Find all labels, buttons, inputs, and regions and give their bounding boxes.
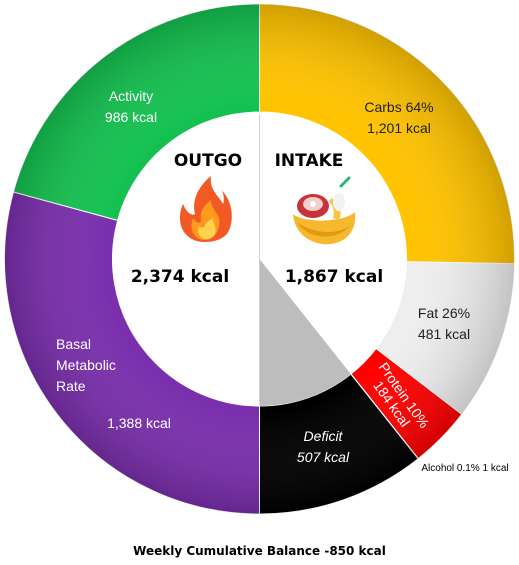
outgo-title: OUTGO: [174, 151, 242, 171]
label-carbs: Carbs 64% 1,201 kcal: [364, 99, 433, 136]
donut-slices: [4, 3, 515, 515]
label-basal-metabolic-rate: Basal Metabolic Rate: [56, 336, 116, 394]
label-deficit: Deficit 507 kcal: [297, 428, 350, 465]
food-icon: [293, 176, 356, 245]
intake-total: 1,867 kcal: [285, 267, 383, 287]
intake-title: INTAKE: [275, 151, 344, 171]
donut-chart: Activity 986 kcal Basal Metabolic Rate 1,388 …: [4, 3, 515, 515]
label-alcohol: Alcohol 0.1% 1 kcal: [421, 463, 508, 474]
label-fat: Fat 26% 481 kcal: [418, 305, 470, 342]
outgo-total: 2,374 kcal: [131, 267, 229, 287]
label-activity: Activity 986 kcal: [105, 88, 157, 125]
chart-title: Weekly Cumulative Balance -850 kcal: [133, 544, 386, 558]
fire-icon: [179, 176, 232, 242]
label-bmr-value: 1,388 kcal: [107, 415, 171, 431]
